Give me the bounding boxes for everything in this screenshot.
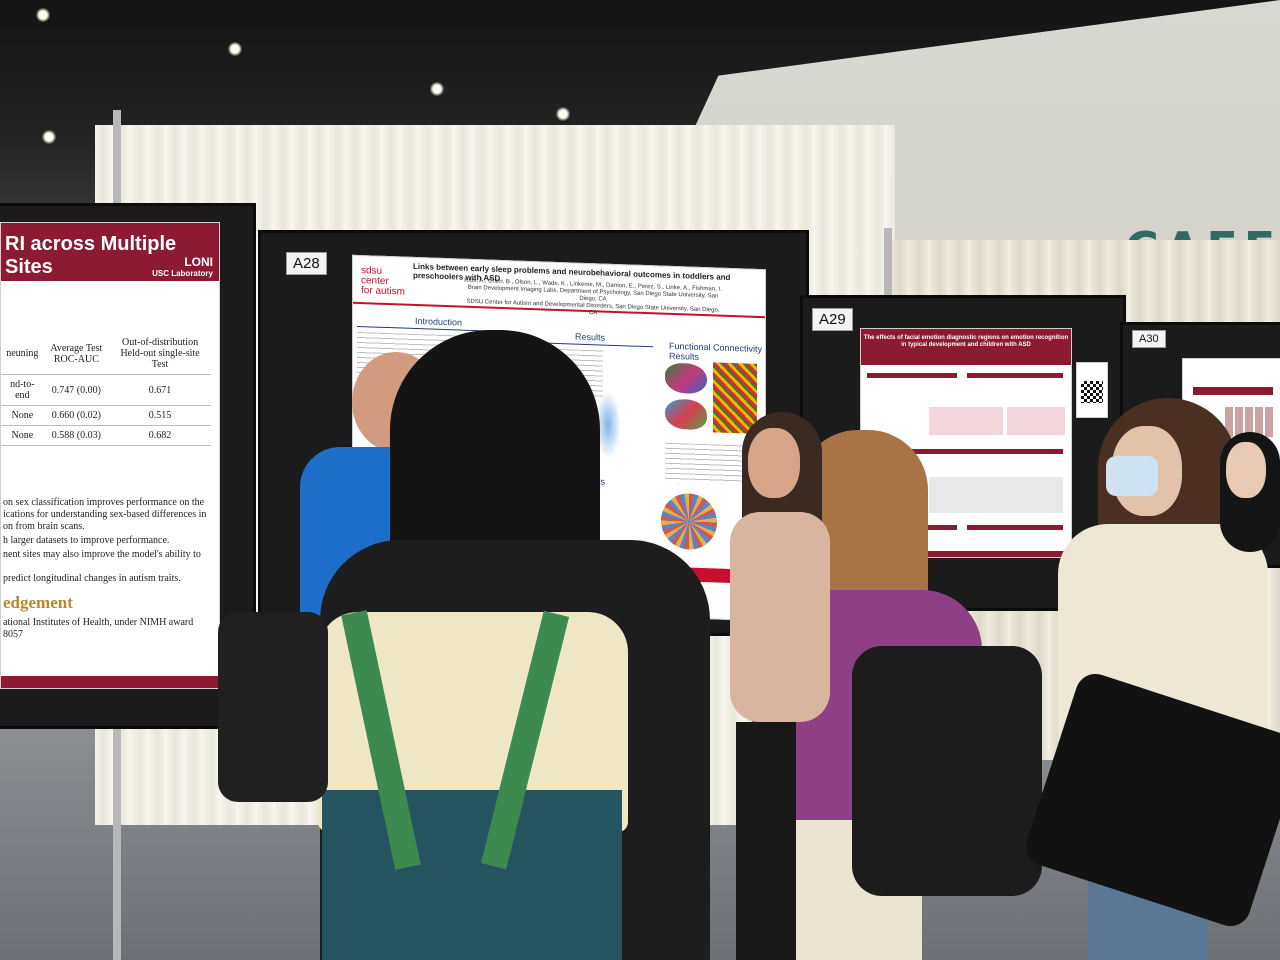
table-row: None 0.660 (0.02) 0.515 xyxy=(1,405,211,426)
poster-text: on from brain scans. xyxy=(3,521,85,532)
table-cell: 0.747 (0.00) xyxy=(43,374,110,406)
table-cell: 0.660 (0.02) xyxy=(43,405,110,426)
qr-code xyxy=(1081,381,1103,403)
table-header-row: neuning Average Test ROC-AUC Out-of-dist… xyxy=(1,333,211,375)
ceiling-light xyxy=(430,82,444,96)
person-woman-far-right xyxy=(1220,432,1280,632)
results-table: neuning Average Test ROC-AUC Out-of-dist… xyxy=(1,333,211,446)
table-cell: 0.588 (0.03) xyxy=(43,425,110,446)
face xyxy=(1226,442,1266,498)
poster-text: ications for understanding sex-based dif… xyxy=(3,509,207,520)
chart-panel xyxy=(929,477,1063,513)
loni-logo: LONI USC Laboratory of Neuro Imaging xyxy=(147,255,213,290)
poster-text: ational Institutes of Health, under NIMH… xyxy=(3,617,194,628)
black-backpack xyxy=(852,646,1042,896)
chart-panel xyxy=(929,407,1003,435)
poster-title-text: RI across Multiple Sites xyxy=(5,233,177,278)
section-bar xyxy=(967,525,1063,530)
table-cell: 0.671 xyxy=(109,374,211,406)
qr-code-card xyxy=(1076,362,1108,418)
sdsu-logo: sdsu center for autism xyxy=(361,265,405,298)
board-tag: A30 xyxy=(1132,330,1166,348)
footer-bar xyxy=(861,551,1071,557)
ceiling-light xyxy=(42,130,56,144)
section-bar xyxy=(867,449,1063,454)
black-bag-left xyxy=(218,612,328,802)
table-cell: nd-to-end xyxy=(1,374,44,406)
poster-title: The effects of facial emotion diagnostic… xyxy=(861,329,1071,365)
poster-text: h larger datasets to improve performance… xyxy=(3,535,170,546)
logo-line: USC Laboratory xyxy=(152,269,213,278)
table-cell: 0.682 xyxy=(109,425,211,446)
ceiling-light xyxy=(228,42,242,56)
section-heading: Introduction xyxy=(415,315,463,328)
face-mask xyxy=(1106,456,1158,496)
person-presenter xyxy=(720,412,830,960)
logo-line: of Neuro Imaging xyxy=(147,280,213,289)
poster-location: ornia, Los Angeles, CA, USA xyxy=(5,287,141,299)
poster-footer-bar xyxy=(1,676,219,688)
board-tag: A28 xyxy=(286,252,327,275)
poster-text: on sex classification improves performan… xyxy=(3,497,205,508)
poster-text: nent sites may also improve the model's … xyxy=(3,549,201,560)
table-header: Out-of-distribution Held-out single-site… xyxy=(109,333,211,375)
teal-backpack-bottom xyxy=(322,790,622,960)
board-tag: A29 xyxy=(812,308,853,331)
table-header: Average Test ROC-AUC xyxy=(43,333,110,375)
table-header: neuning xyxy=(1,333,44,375)
chart-panel xyxy=(1007,407,1065,435)
logo-line: for autism xyxy=(361,285,405,298)
section-bar xyxy=(867,373,957,378)
acknowledgement-heading: edgement xyxy=(3,593,73,612)
poster-text: predict longitudinal changes in autism t… xyxy=(3,573,181,584)
section-bar xyxy=(967,373,1063,378)
table-cell: 0.515 xyxy=(109,405,211,426)
poster-right: The effects of facial emotion diagnostic… xyxy=(860,328,1072,558)
poster-title: RI across Multiple Sites ornia, Los Ange… xyxy=(1,223,219,299)
logo-line: LONI xyxy=(184,255,213,269)
poster-left: RI across Multiple Sites ornia, Los Ange… xyxy=(0,222,220,689)
table-cell: None xyxy=(1,405,44,426)
pants xyxy=(736,722,796,960)
poster-text: 8057 xyxy=(3,629,23,640)
table-cell: None xyxy=(1,425,44,446)
table-row: None 0.588 (0.03) 0.682 xyxy=(1,425,211,446)
face xyxy=(748,428,800,498)
top xyxy=(730,512,830,722)
table-row: nd-to-end 0.747 (0.00) 0.671 xyxy=(1,374,211,406)
ceiling-light xyxy=(36,8,50,22)
ceiling-light xyxy=(556,107,570,121)
poster-title-bar xyxy=(1193,387,1273,395)
